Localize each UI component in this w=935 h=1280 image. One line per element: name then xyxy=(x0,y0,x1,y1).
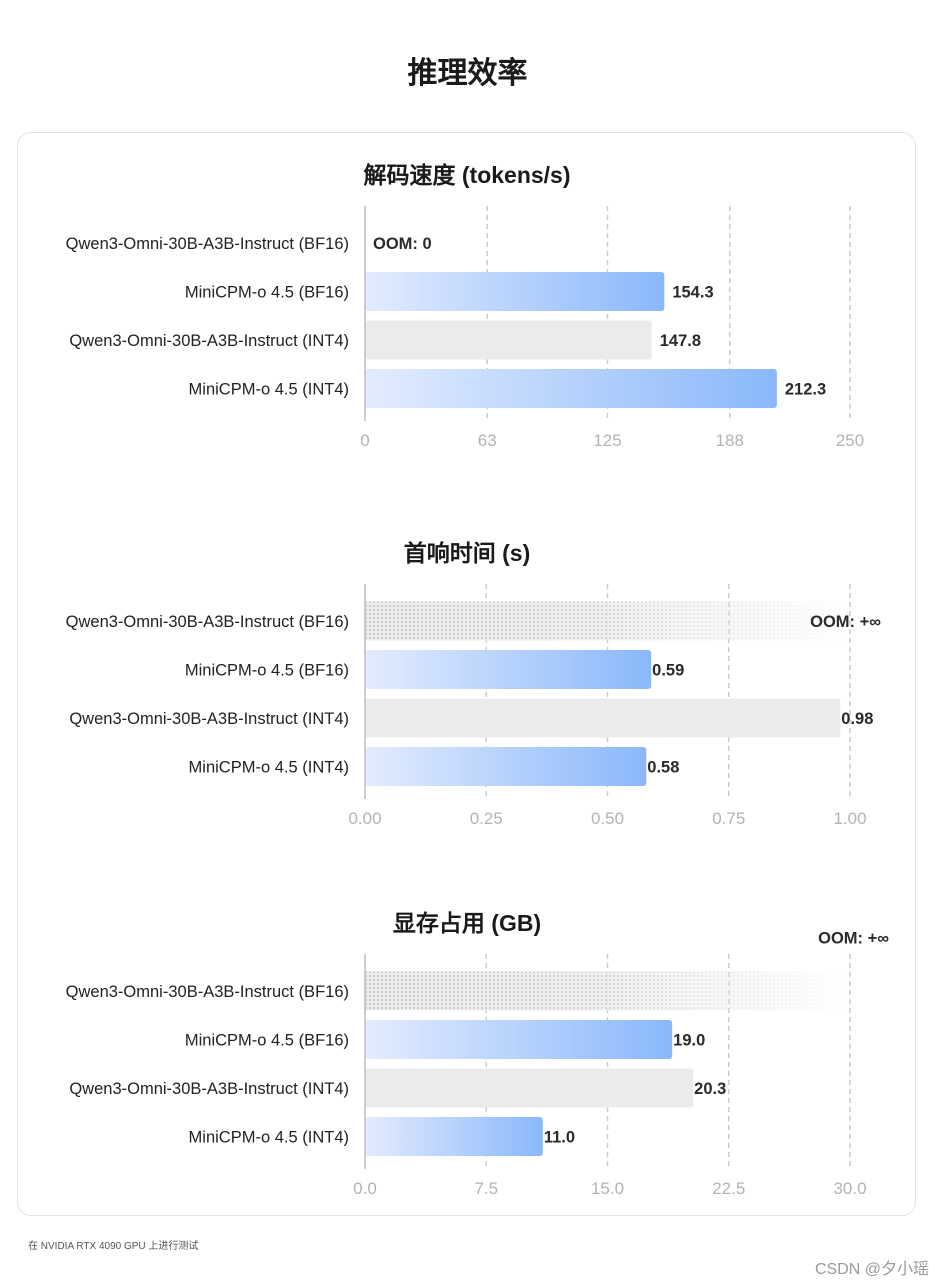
value-label: 154.3 xyxy=(672,284,713,302)
first-response-time-chart: 首响时间 (s) 0.00 0.25 0.50 0.75 1.00 Qwen3-Omni-3… xyxy=(66,540,882,828)
qwen-bar xyxy=(365,1068,694,1108)
chart-title: 解码速度 (tokens/s) xyxy=(363,162,570,188)
value-label: 0.59 xyxy=(652,662,684,680)
tick-label: 125 xyxy=(593,431,621,450)
page-title: 推理效率 xyxy=(407,56,528,91)
category-label: Qwen3-Omni-30B-A3B-Instruct (INT4) xyxy=(69,710,349,728)
value-label: 147.8 xyxy=(660,332,701,350)
oom-bar xyxy=(365,971,850,1011)
value-label: OOM: +∞ xyxy=(810,613,881,631)
minicpm-bar xyxy=(365,1117,543,1156)
watermark: CSDN @夕小瑶 xyxy=(814,1261,929,1278)
value-label: OOM: +∞ xyxy=(818,930,889,948)
value-label: 11.0 xyxy=(544,1129,575,1147)
tick-label: 1.00 xyxy=(833,809,866,828)
chart-title: 显存占用 (GB) xyxy=(393,910,541,936)
category-label: Qwen3-Omni-30B-A3B-Instruct (BF16) xyxy=(66,235,349,253)
chart-title: 首响时间 (s) xyxy=(404,540,531,566)
category-label: Qwen3-Omni-30B-A3B-Instruct (INT4) xyxy=(69,1080,349,1098)
memory-usage-chart: 显存占用 (GB) 0.0 7.5 15.0 22.5 30.0 Qwen3-Omni-30… xyxy=(66,910,890,1198)
tick-label: 7.5 xyxy=(474,1179,498,1198)
tick-label: 15.0 xyxy=(591,1179,624,1198)
qwen-bar xyxy=(365,320,652,360)
decode-speed-chart: 解码速度 (tokens/s) 0 63 125 188 250 Qwen3-Omni-30… xyxy=(66,162,865,450)
oom-bar xyxy=(365,601,850,641)
category-label: MiniCPM-o 4.5 (INT4) xyxy=(189,381,349,399)
category-label: MiniCPM-o 4.5 (BF16) xyxy=(185,662,349,680)
value-label: OOM: 0 xyxy=(373,235,432,253)
category-label: MiniCPM-o 4.5 (INT4) xyxy=(189,1129,349,1147)
value-label: 0.98 xyxy=(841,710,873,728)
value-label: 20.3 xyxy=(694,1080,726,1098)
category-label: Qwen3-Omni-30B-A3B-Instruct (BF16) xyxy=(66,613,349,631)
tick-label: 0.00 xyxy=(348,809,381,828)
minicpm-bar xyxy=(365,747,647,786)
minicpm-bar xyxy=(365,1020,673,1059)
value-label: 212.3 xyxy=(785,381,826,399)
tick-label: 0.75 xyxy=(712,809,745,828)
tick-label: 0 xyxy=(360,431,369,450)
tick-label: 250 xyxy=(836,431,864,450)
value-label: 19.0 xyxy=(673,1032,705,1050)
footnote: 在 NVIDIA RTX 4090 GPU 上进行测试 xyxy=(28,1241,199,1252)
category-label: MiniCPM-o 4.5 (BF16) xyxy=(185,284,349,302)
tick-label: 0.50 xyxy=(591,809,624,828)
tick-label: 22.5 xyxy=(712,1179,745,1198)
minicpm-bar xyxy=(365,650,652,689)
value-label: 0.58 xyxy=(647,759,679,777)
qwen-bar xyxy=(365,698,841,738)
category-label: MiniCPM-o 4.5 (INT4) xyxy=(189,759,349,777)
tick-label: 0.25 xyxy=(470,809,503,828)
tick-label: 30.0 xyxy=(833,1179,866,1198)
minicpm-bar xyxy=(365,272,665,311)
category-label: Qwen3-Omni-30B-A3B-Instruct (INT4) xyxy=(69,332,349,350)
tick-label: 188 xyxy=(716,431,744,450)
category-label: Qwen3-Omni-30B-A3B-Instruct (BF16) xyxy=(66,983,349,1001)
tick-label: 63 xyxy=(478,431,497,450)
minicpm-bar xyxy=(365,369,777,408)
tick-label: 0.0 xyxy=(353,1179,377,1198)
category-label: MiniCPM-o 4.5 (BF16) xyxy=(185,1032,349,1050)
